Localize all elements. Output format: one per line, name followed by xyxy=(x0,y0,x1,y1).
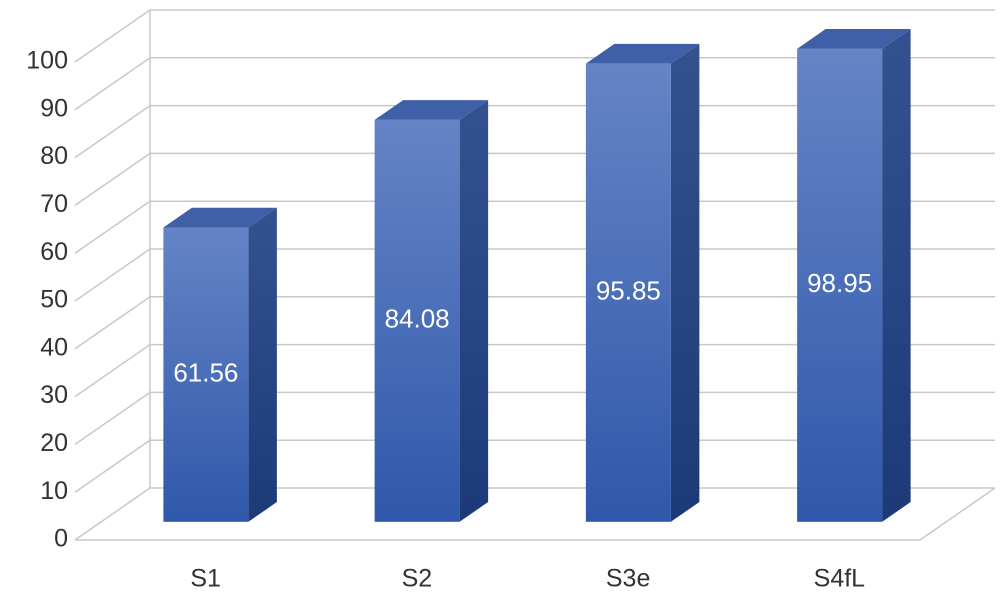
bar-side xyxy=(670,43,700,522)
bar-side xyxy=(248,207,277,522)
value-label: 84.08 xyxy=(385,304,450,334)
grid-line xyxy=(74,343,151,398)
y-tick-label: 40 xyxy=(40,333,68,361)
bar-top xyxy=(374,100,489,120)
floor-edge xyxy=(919,487,996,541)
grid-line xyxy=(74,200,151,254)
y-tick-label: 20 xyxy=(40,429,68,457)
y-tick-label: 30 xyxy=(40,381,68,409)
grid-line xyxy=(74,296,151,350)
bar xyxy=(374,119,460,522)
bar-top xyxy=(163,207,277,228)
bar xyxy=(797,48,883,522)
y-tick-label: 50 xyxy=(40,286,68,314)
bar-side xyxy=(882,29,911,522)
bar xyxy=(585,63,671,522)
y-tick-label: 80 xyxy=(40,142,68,170)
y-tick-label: 60 xyxy=(40,238,68,266)
grid-line xyxy=(74,487,151,541)
x-tick-label: S2 xyxy=(402,565,433,593)
bar-side xyxy=(459,100,489,522)
value-label: 98.95 xyxy=(807,268,872,298)
grid-line xyxy=(74,248,151,302)
value-label: 95.85 xyxy=(596,276,661,306)
y-tick-label: 100 xyxy=(26,47,68,75)
y-tick-label: 0 xyxy=(54,525,68,553)
bar xyxy=(163,227,249,522)
grid-line xyxy=(74,57,151,111)
grid-line xyxy=(74,9,151,63)
y-tick-label: 70 xyxy=(40,190,68,218)
x-tick-label: S3e xyxy=(606,565,650,593)
y-tick-label: 90 xyxy=(40,94,68,122)
y-tick-label: 10 xyxy=(40,477,68,505)
bar-top xyxy=(797,29,911,49)
x-tick-label: S4fL xyxy=(814,565,866,593)
x-tick-label: S1 xyxy=(190,565,221,593)
value-label: 61.56 xyxy=(173,358,238,388)
bar-top xyxy=(585,43,700,64)
grid-line xyxy=(74,439,151,493)
grid-line xyxy=(74,104,151,159)
grid-line xyxy=(74,391,151,446)
grid-line xyxy=(74,152,151,207)
